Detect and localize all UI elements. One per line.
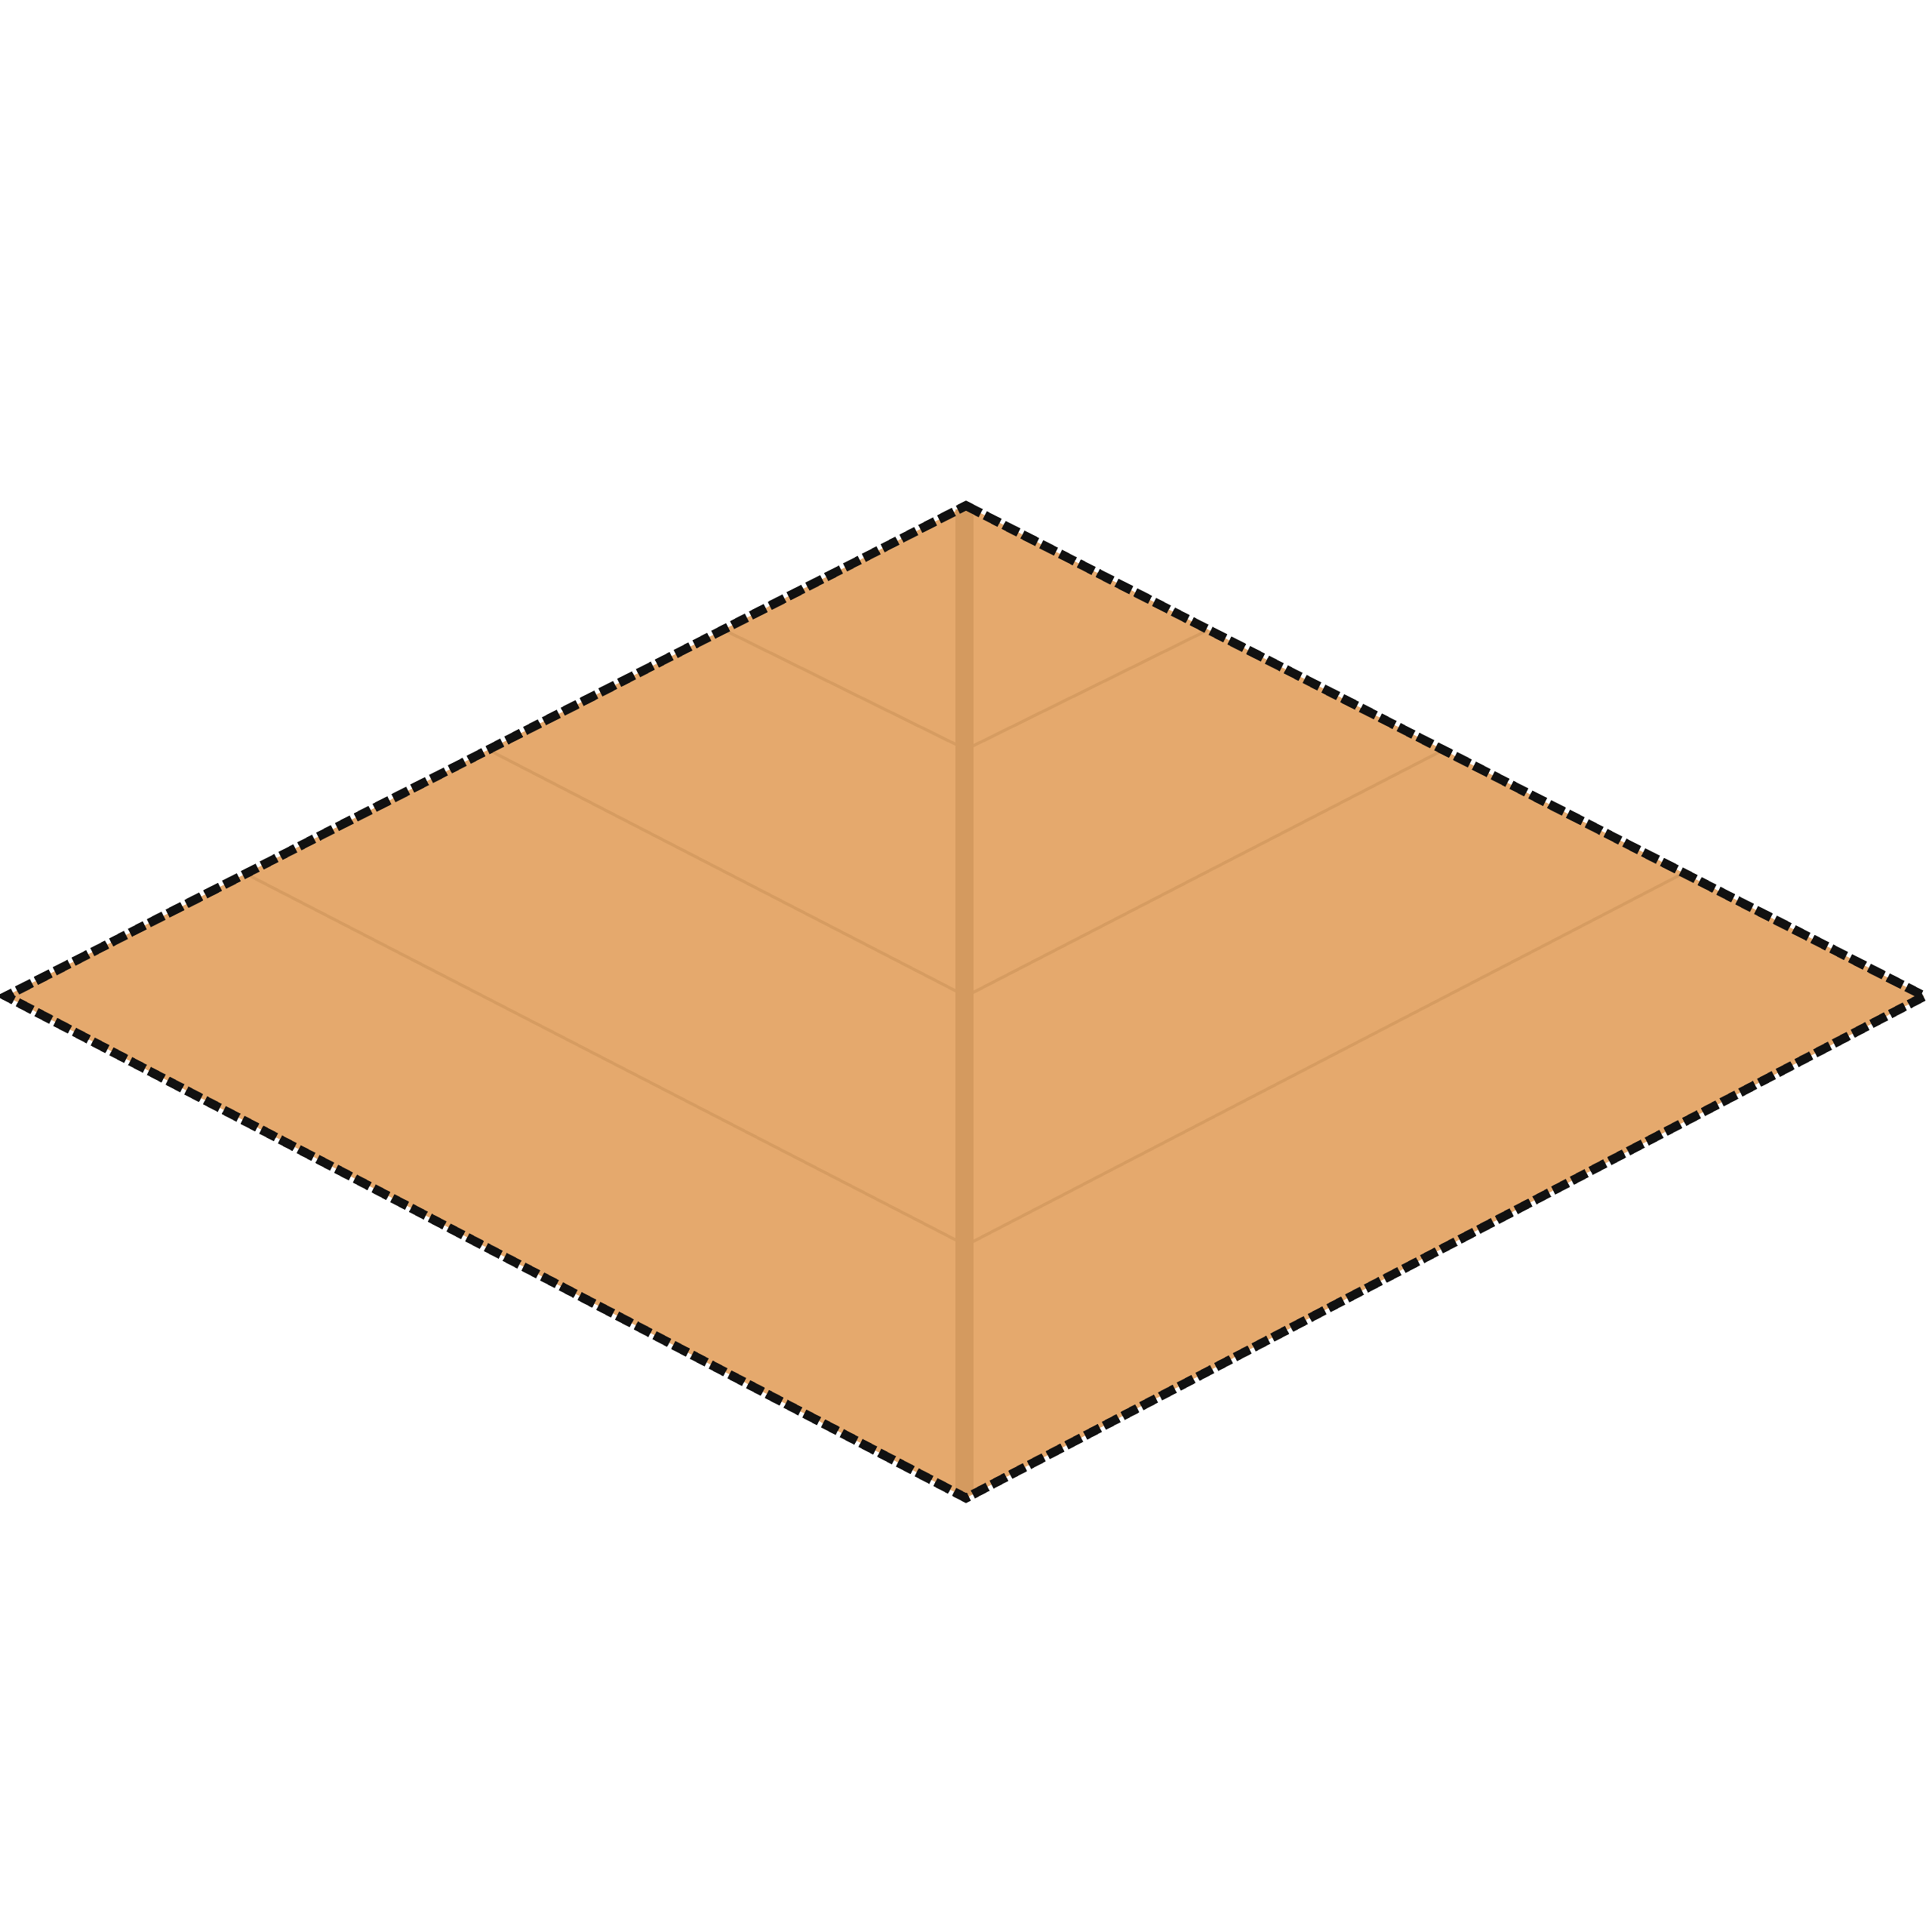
seam-right-2 [965,749,1442,998]
seam-right-1 [965,629,1208,751]
isometric-tile[interactable] [0,500,1932,1503]
seam-right-3 [965,874,1680,1247]
tile-plank-seams [248,629,1680,1247]
seam-left-1 [724,629,967,751]
seam-left-3 [248,874,967,1247]
seam-left-2 [490,749,967,998]
tile-outline [0,500,1932,1503]
tile-center-ridge [955,509,974,1494]
